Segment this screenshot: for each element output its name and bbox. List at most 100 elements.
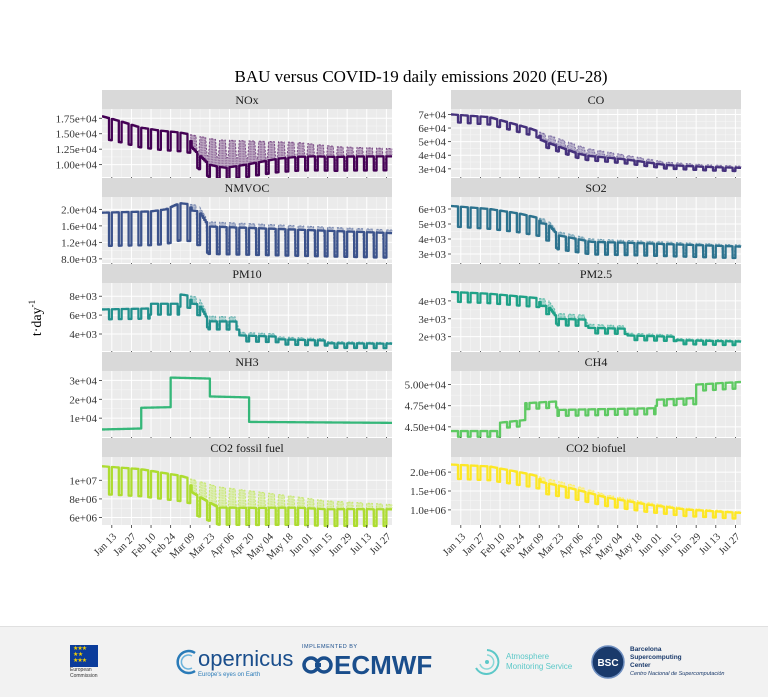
bau-line-co <box>539 131 741 170</box>
y-tick-label-pm2-5: 2e+03 <box>418 332 446 344</box>
bau-line-pm2-5 <box>539 297 741 345</box>
covid-line-nmvoc <box>102 202 392 259</box>
covid-line-nh3 <box>102 376 392 431</box>
panel-nh3: NH3 1e+04 2e+04 3e+04 <box>69 352 392 440</box>
panel-nmvoc: NMVOC 8.0e+03 1.2e+04 1.6e+04 2.0e+04 <box>61 178 393 266</box>
strip-label-co2-fossil-fuel: CO2 fossil fuel <box>210 441 284 455</box>
ec-text-1: European <box>70 667 92 673</box>
cams-line-2: Monitoring Service <box>506 662 573 671</box>
y-tick-label-nh3: 2e+04 <box>69 394 97 406</box>
y-tick-label-pm10: 8e+03 <box>69 291 97 303</box>
y-axis-label: t·day-1 <box>27 300 45 336</box>
y-tick-label-nh3: 3e+04 <box>69 375 97 387</box>
bau-line-pm10 <box>190 295 392 348</box>
ecmwf-implemented-by: IMPLEMENTED BY <box>302 643 358 650</box>
bsc-badge-text: BSC <box>597 658 618 669</box>
covid-line-co2-biofuel <box>451 463 741 520</box>
strip-bg-so2 <box>451 178 741 197</box>
strip-label-pm2-5: PM2.5 <box>580 267 612 281</box>
y-tick-label-ch4: 4.50e+04 <box>405 422 447 434</box>
panel-pm2-5: PM2.5 2e+03 3e+03 4e+03 <box>418 264 742 354</box>
x-tick-label-co2-fossil-fuel: Jul 27 <box>368 532 394 558</box>
difference-band-so2 <box>539 218 741 258</box>
y-tick-label-nmvoc: 2.0e+04 <box>61 204 97 216</box>
panel-ch4: CH4 4.50e+04 4.75e+04 5.00e+04 <box>405 352 741 440</box>
y-tick-label-nmvoc: 8.0e+03 <box>61 254 97 266</box>
covid-line-nox <box>102 115 392 181</box>
panel-so2: SO2 3e+03 4e+03 5e+03 6e+03 <box>418 178 742 266</box>
covid-line-co2-fossil-fuel <box>102 465 392 528</box>
covid-line-ch4 <box>451 380 741 438</box>
y-tick-label-co2-biofuel: 1.0e+06 <box>410 505 446 517</box>
strip-bg-nmvoc <box>102 178 392 197</box>
strip-bg-co <box>451 90 741 109</box>
strip-label-nh3: NH3 <box>235 355 258 369</box>
bau-line-co2-biofuel <box>539 476 741 519</box>
cams-swirl-icon <box>475 649 500 675</box>
covid-line-pm2-5 <box>451 290 741 347</box>
y-tick-label-co2-fossil-fuel: 1e+07 <box>69 475 97 487</box>
x-tick-label-co2-biofuel: Jul 13 <box>697 532 723 558</box>
x-tick-label-co2-biofuel: Jul 27 <box>717 532 743 558</box>
strip-label-ch4: CH4 <box>585 355 608 369</box>
y-tick-label-so2: 5e+03 <box>418 219 446 231</box>
y-tick-label-co2-biofuel: 2.0e+06 <box>410 467 446 479</box>
y-tick-label-nox: 1.50e+04 <box>56 129 98 141</box>
strip-label-so2: SO2 <box>585 181 606 195</box>
panel-pm10: PM10 4e+03 6e+03 8e+03 <box>69 264 393 354</box>
y-tick-label-co2-fossil-fuel: 8e+06 <box>69 494 97 506</box>
footer-logos: ★★★ ★ ★ ★★★ European Commission opernicus … <box>0 626 768 697</box>
ecmwf-swirl-icon <box>302 656 333 674</box>
covid-line-co <box>451 113 741 173</box>
strip-bg-co2-biofuel <box>451 438 741 457</box>
strip-bg-nh3 <box>102 352 392 371</box>
y-tick-label-co: 3e+04 <box>418 164 446 176</box>
covid-line-pm10 <box>102 293 392 350</box>
y-tick-label-nox: 1.25e+04 <box>56 144 98 156</box>
x-tick-label-co2-fossil-fuel: Jul 13 <box>348 532 374 558</box>
y-tick-label-co: 4e+04 <box>418 150 446 162</box>
bau-line-nmvoc <box>190 203 392 257</box>
y-tick-label-pm2-5: 3e+03 <box>418 314 446 326</box>
y-tick-label-so2: 4e+03 <box>418 234 446 246</box>
strip-label-nox: NOx <box>235 93 258 107</box>
y-tick-label-nmvoc: 1.2e+04 <box>61 237 97 249</box>
y-tick-label-nmvoc: 1.6e+04 <box>61 221 97 233</box>
bsc-line-2: Supercomputing <box>630 654 682 661</box>
facet-panels: NOx 1.00e+04 1.25e+04 1.50e+04 1.75e+04 CO 3e+… <box>56 90 743 562</box>
ec-text-2: Commission <box>70 673 98 679</box>
cams-line-1: Atmosphere <box>506 652 550 661</box>
strip-label-pm10: PM10 <box>232 267 261 281</box>
y-tick-label-so2: 6e+03 <box>418 204 446 216</box>
y-tick-label-pm2-5: 4e+03 <box>418 296 446 308</box>
y-tick-label-so2: 3e+03 <box>418 249 446 261</box>
y-tick-label-nox: 1.75e+04 <box>56 113 98 125</box>
copernicus-c-icon <box>176 649 196 675</box>
bsc-logo: BSC Barcelona Supercomputing Center Cent… <box>590 635 724 689</box>
y-tick-label-nh3: 1e+04 <box>69 413 97 425</box>
y-tick-label-co: 6e+04 <box>418 123 446 135</box>
y-tick-label-nox: 1.00e+04 <box>56 160 98 172</box>
eu-flag-icon: ★★★ ★ ★ ★★★ <box>70 645 98 667</box>
y-tick-label-co: 5e+04 <box>418 137 446 149</box>
panel-nox: NOx 1.00e+04 1.25e+04 1.50e+04 1.75e+04 <box>56 90 393 181</box>
bsc-line-1: Barcelona <box>630 646 662 653</box>
y-tick-label-ch4: 4.75e+04 <box>405 401 447 413</box>
strip-label-co: CO <box>588 93 605 107</box>
x-tick-label-co2-fossil-fuel: Jun 29 <box>327 532 354 559</box>
bsc-badge-icon: BSC <box>591 645 625 679</box>
copernicus-name: opernicus <box>198 646 294 671</box>
ecmwf-logo: IMPLEMENTED BY ECMWF <box>302 635 432 689</box>
strip-label-co2-biofuel: CO2 biofuel <box>566 441 626 455</box>
y-tick-label-pm10: 4e+03 <box>69 329 97 341</box>
strip-label-nmvoc: NMVOC <box>225 181 270 195</box>
strip-bg-pm2-5 <box>451 264 741 283</box>
covid-line-so2 <box>451 204 741 260</box>
x-tick-label-co2-biofuel: Jun 29 <box>676 532 703 559</box>
y-axis-label-main: t·day <box>30 307 45 336</box>
bau-line-so2 <box>539 217 741 258</box>
bau-line-co2-fossil-fuel <box>190 478 392 523</box>
